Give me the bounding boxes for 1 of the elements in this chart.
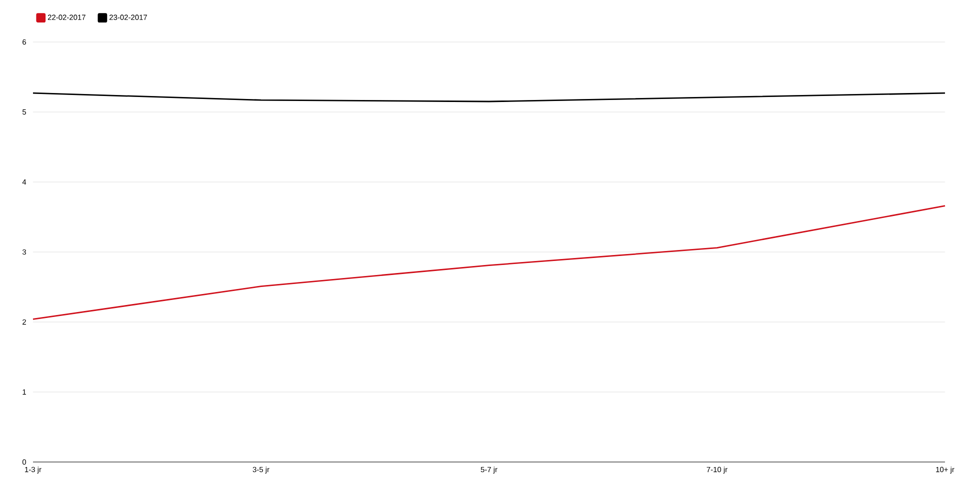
line-series xyxy=(32,205,946,320)
